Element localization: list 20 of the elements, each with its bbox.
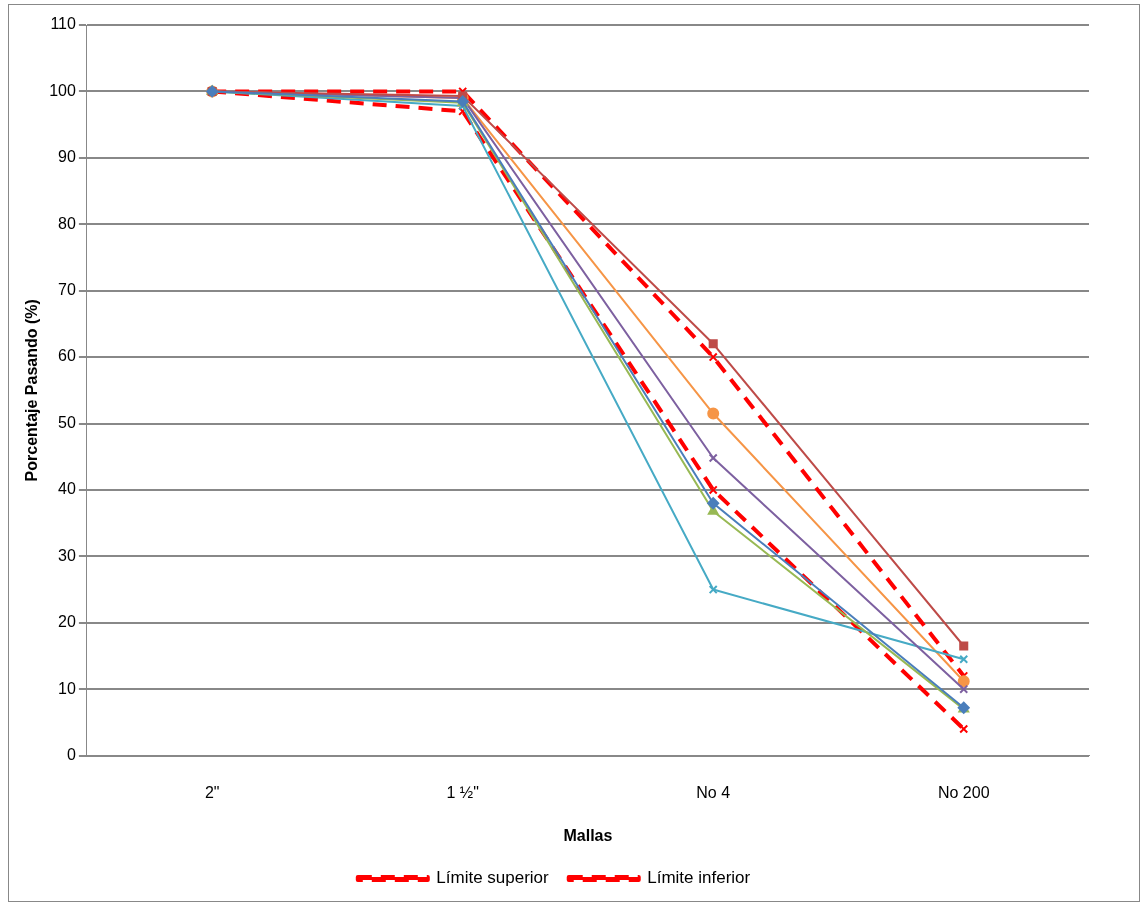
y-tick-label: 80 <box>58 214 76 232</box>
y-tick-label: 60 <box>58 347 76 365</box>
legend-label: Límite superior <box>436 868 550 888</box>
y-tick-label: 100 <box>49 81 76 99</box>
x-axis-title: Mallas <box>563 826 613 844</box>
y-tick-label: 50 <box>58 413 76 431</box>
y-tick-label: 10 <box>58 679 76 697</box>
x-tick-label: No 4 <box>696 783 731 801</box>
legend-label: Límite inferior <box>647 868 751 888</box>
x-tick-label: 1 ½" <box>446 783 479 801</box>
x-tick-label: No 200 <box>937 783 990 801</box>
y-tick-label: 110 <box>50 15 76 33</box>
y-tick-label: 90 <box>58 148 76 166</box>
y-tick-label: 70 <box>58 281 76 299</box>
y-tick-label: 20 <box>58 613 76 631</box>
y-tick-label: 30 <box>58 546 76 564</box>
x-tick-label: 2" <box>204 783 220 801</box>
y-tick-label: 0 <box>66 746 76 764</box>
y-tick-label: 40 <box>58 480 76 498</box>
y-axis-title: Porcentaje Pasando (%) <box>23 299 41 482</box>
